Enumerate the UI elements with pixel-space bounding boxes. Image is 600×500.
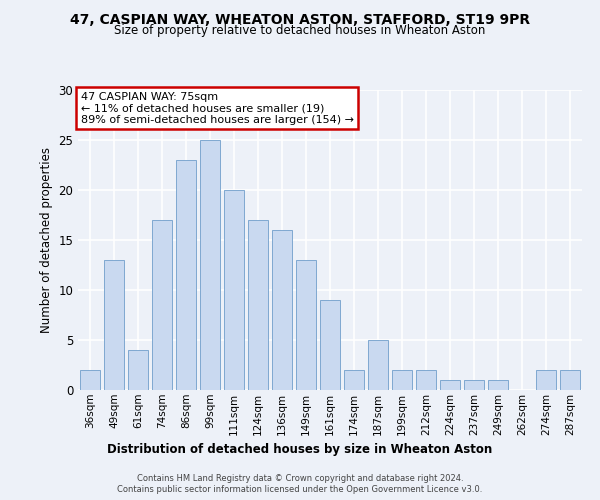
Bar (416, 370, 436, 390)
Y-axis label: Number of detached properties: Number of detached properties (40, 147, 53, 333)
Bar (200, 140, 220, 390)
Bar (488, 380, 508, 390)
Bar (440, 380, 460, 390)
Bar (344, 370, 364, 390)
Bar (320, 300, 340, 390)
Bar (272, 230, 292, 390)
Bar (560, 370, 580, 390)
Bar (80, 370, 100, 390)
Text: Contains public sector information licensed under the Open Government Licence v3: Contains public sector information licen… (118, 485, 482, 494)
Bar (248, 220, 268, 390)
Bar (464, 380, 484, 390)
Text: 47, CASPIAN WAY, WHEATON ASTON, STAFFORD, ST19 9PR: 47, CASPIAN WAY, WHEATON ASTON, STAFFORD… (70, 12, 530, 26)
Text: Distribution of detached houses by size in Wheaton Aston: Distribution of detached houses by size … (107, 442, 493, 456)
Bar (176, 160, 196, 390)
Bar (536, 370, 556, 390)
Bar (392, 370, 412, 390)
Bar (128, 350, 148, 390)
Bar (152, 220, 172, 390)
Bar (104, 260, 124, 390)
Bar (368, 340, 388, 390)
Bar (224, 190, 244, 390)
Bar (296, 260, 316, 390)
Text: Size of property relative to detached houses in Wheaton Aston: Size of property relative to detached ho… (115, 24, 485, 37)
Text: 47 CASPIAN WAY: 75sqm
← 11% of detached houses are smaller (19)
89% of semi-deta: 47 CASPIAN WAY: 75sqm ← 11% of detached … (80, 92, 353, 124)
Text: Contains HM Land Registry data © Crown copyright and database right 2024.: Contains HM Land Registry data © Crown c… (137, 474, 463, 483)
